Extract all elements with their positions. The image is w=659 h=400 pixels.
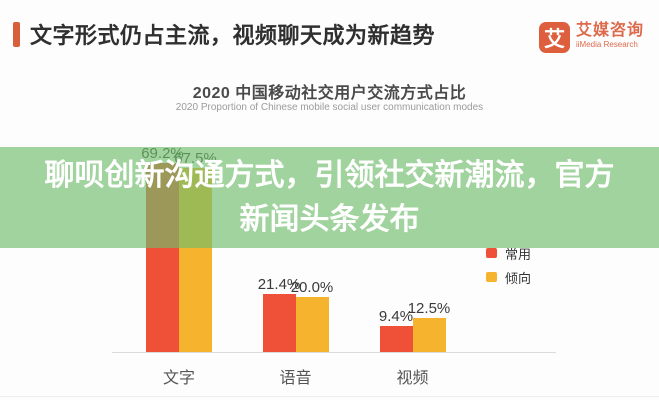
- legend-swatch-icon: [486, 248, 497, 258]
- category-label-视频: 视频: [396, 370, 429, 387]
- page-title: 文字形式仍占主流，视频聊天成为新趋势: [30, 23, 436, 48]
- legend-swatch-icon: [486, 272, 497, 282]
- overlay-text-line1: 聊呗创新沟通方式，引领社交新潮流，官方: [44, 158, 615, 192]
- brand-name-en: iiMedia Research: [576, 40, 638, 49]
- bottom-divider: [0, 396, 659, 397]
- brand-text: 艾媒咨询 iiMedia Research: [576, 22, 644, 50]
- legend-label: 常用: [505, 246, 532, 262]
- chart-title: 2020 中国移动社交用户交流方式占比: [192, 85, 467, 102]
- brand-logo: 艾 艾媒咨询 iiMedia Research: [539, 22, 644, 53]
- bar-倾向-视频: [412, 318, 446, 352]
- iimedia-logo-icon: 艾: [539, 22, 570, 53]
- category-label-文字: 文字: [162, 370, 195, 387]
- bar-常用-语音: [262, 294, 296, 352]
- legend-item-常用: 常用: [486, 241, 531, 265]
- brand-name-cn: 艾媒咨询: [576, 22, 645, 39]
- bar-倾向-语音: [295, 297, 329, 352]
- watermark-overlay-banner: 聊呗创新沟通方式，引领社交新潮流，官方 新闻头条发布: [0, 147, 659, 248]
- legend-item-倾向: 倾向: [486, 265, 531, 289]
- bar-常用-视频: [379, 326, 413, 352]
- chart-subtitle: 2020 Proportion of Chinese mobile social…: [175, 102, 484, 113]
- overlay-text-line2: 新闻头条发布: [239, 202, 420, 236]
- header-accent-bar: [13, 22, 20, 47]
- value-label-倾向-语音: 20.0%: [290, 279, 334, 296]
- x-axis-line: [112, 352, 556, 353]
- value-label-常用-语音: 21.4%: [257, 276, 301, 293]
- category-label-语音: 语音: [279, 370, 312, 387]
- value-label-常用-视频: 9.4%: [378, 308, 414, 325]
- legend-label: 倾向: [505, 270, 532, 286]
- value-label-倾向-视频: 12.5%: [407, 300, 451, 317]
- chart-legend: 常用 倾向: [486, 241, 531, 289]
